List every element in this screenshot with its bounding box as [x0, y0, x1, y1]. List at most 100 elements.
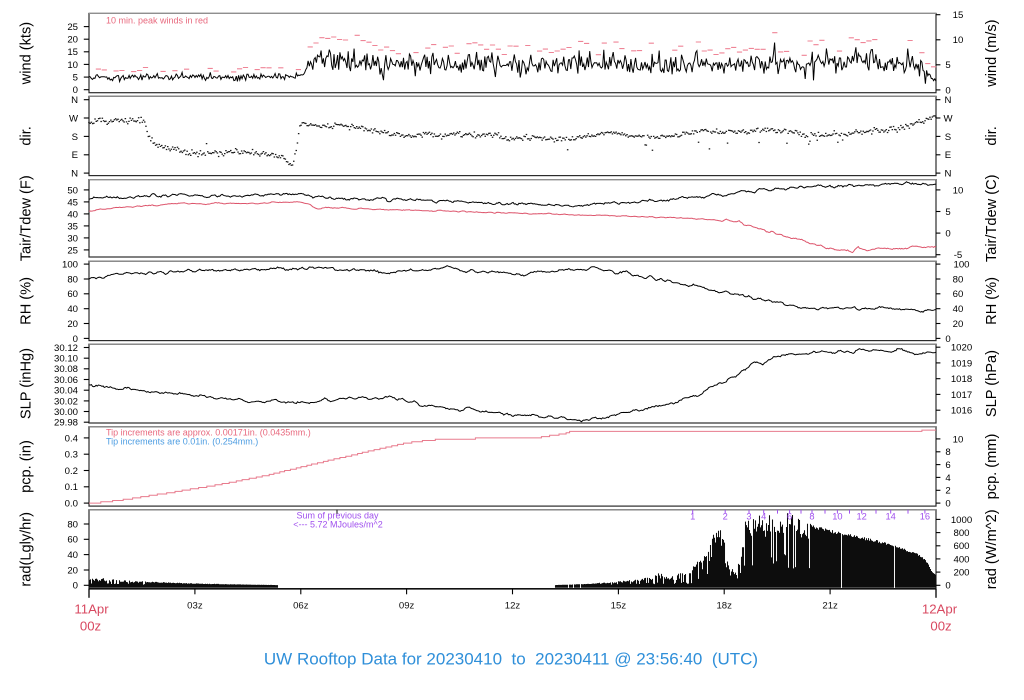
svg-text:80: 80 [67, 274, 78, 285]
svg-text:10: 10 [953, 35, 964, 46]
svg-text:1018: 1018 [951, 374, 972, 385]
svg-text:1: 1 [690, 512, 695, 522]
svg-text:10: 10 [832, 512, 842, 522]
svg-text:29.98: 29.98 [54, 418, 78, 429]
svg-text:16: 16 [920, 512, 930, 522]
svg-text:45: 45 [67, 197, 78, 208]
svg-text:20: 20 [67, 35, 78, 46]
svg-text:5: 5 [945, 60, 950, 71]
svg-text:6: 6 [945, 460, 950, 471]
svg-text:40: 40 [67, 304, 78, 315]
svg-text:09z: 09z [399, 601, 415, 612]
svg-text:30.08: 30.08 [54, 364, 78, 375]
svg-text:S: S [945, 132, 951, 143]
svg-text:0: 0 [945, 581, 950, 592]
svg-text:0: 0 [945, 334, 950, 345]
svg-text:5: 5 [945, 207, 950, 218]
svg-text:0.1: 0.1 [65, 482, 78, 493]
svg-text:30.06: 30.06 [54, 375, 78, 386]
svg-text:00z: 00z [930, 619, 951, 634]
svg-text:S: S [72, 132, 78, 143]
svg-text:Sum of previous day: Sum of previous day [296, 510, 379, 520]
svg-text:30: 30 [67, 233, 78, 244]
svg-text:3: 3 [746, 512, 751, 522]
svg-text:2: 2 [723, 512, 728, 522]
svg-text:03z: 03z [187, 601, 203, 612]
svg-text:60: 60 [953, 289, 964, 300]
svg-text:200: 200 [953, 568, 969, 579]
svg-text:1017: 1017 [951, 390, 972, 401]
svg-text:1000: 1000 [951, 515, 972, 526]
svg-text:80: 80 [67, 519, 78, 530]
svg-text:25: 25 [67, 245, 78, 256]
svg-text:10: 10 [953, 434, 964, 445]
svg-text:1016: 1016 [951, 406, 972, 417]
svg-text:0: 0 [945, 85, 950, 96]
svg-text:40: 40 [67, 550, 78, 561]
svg-text:8: 8 [809, 512, 814, 522]
svg-text:wind (m/s): wind (m/s) [984, 19, 1000, 87]
svg-text:0: 0 [73, 581, 78, 592]
svg-text:<--- 5.72 MJoules/m^2: <--- 5.72 MJoules/m^2 [293, 520, 383, 530]
svg-text:0: 0 [945, 229, 950, 240]
svg-text:6: 6 [787, 512, 792, 522]
svg-text:12z: 12z [505, 601, 521, 612]
svg-text:15: 15 [67, 47, 78, 58]
svg-text:E: E [72, 150, 78, 161]
svg-text:1019: 1019 [951, 358, 972, 369]
svg-text:pcp. (in): pcp. (in) [19, 440, 35, 493]
svg-text:11Apr: 11Apr [74, 602, 109, 617]
svg-text:Tair/Tdew (F): Tair/Tdew (F) [19, 175, 35, 261]
svg-text:30.00: 30.00 [54, 407, 78, 418]
svg-text:dir.: dir. [984, 126, 1000, 145]
svg-text:wind (kts): wind (kts) [19, 22, 35, 85]
svg-text:12Apr: 12Apr [922, 602, 958, 617]
svg-text:12: 12 [857, 512, 867, 522]
svg-text:25: 25 [67, 22, 78, 33]
svg-text:N: N [71, 169, 78, 180]
svg-text:5: 5 [73, 73, 78, 84]
svg-text:30.10: 30.10 [54, 354, 78, 365]
svg-text:N: N [945, 169, 952, 180]
svg-text:400: 400 [953, 554, 969, 565]
svg-text:06z: 06z [293, 601, 309, 612]
svg-text:0: 0 [73, 334, 78, 345]
svg-text:40: 40 [953, 304, 964, 315]
svg-text:20: 20 [67, 565, 78, 576]
svg-text:1020: 1020 [951, 343, 972, 354]
svg-text:30.12: 30.12 [54, 343, 78, 354]
svg-text:0.2: 0.2 [65, 466, 78, 477]
svg-text:4: 4 [945, 473, 951, 484]
svg-text:rad(Lgly/hr): rad(Lgly/hr) [19, 512, 35, 587]
svg-text:600: 600 [953, 541, 969, 552]
svg-text:00z: 00z [80, 619, 101, 634]
svg-text:60: 60 [67, 289, 78, 300]
svg-text:SLP (hPa): SLP (hPa) [984, 350, 1000, 417]
svg-text:30.02: 30.02 [54, 396, 78, 407]
svg-text:Tair/Tdew (C): Tair/Tdew (C) [984, 175, 1000, 263]
svg-text:0.0: 0.0 [65, 499, 78, 510]
svg-text:15: 15 [953, 10, 964, 21]
svg-text:8: 8 [945, 447, 950, 458]
svg-text:RH (%): RH (%) [19, 277, 35, 325]
svg-text:RH (%): RH (%) [984, 277, 1000, 325]
svg-text:0: 0 [73, 85, 78, 96]
svg-text:30.04: 30.04 [54, 386, 79, 397]
svg-text:10: 10 [953, 185, 964, 196]
svg-text:0.3: 0.3 [65, 450, 78, 461]
svg-text:20: 20 [953, 319, 964, 330]
svg-text:800: 800 [953, 528, 969, 539]
svg-text:Tip increments are approx. 0.0: Tip increments are approx. 0.00171in. (0… [106, 427, 311, 437]
svg-text:100: 100 [62, 260, 78, 271]
svg-text:rad (W/m^2): rad (W/m^2) [984, 509, 1000, 589]
svg-text:pcp. (mm): pcp. (mm) [984, 434, 1000, 500]
svg-text:4: 4 [761, 512, 766, 522]
svg-text:15z: 15z [611, 601, 627, 612]
svg-text:80: 80 [953, 274, 964, 285]
svg-text:2: 2 [945, 486, 950, 497]
svg-text:60: 60 [67, 535, 78, 546]
svg-text:0: 0 [945, 499, 950, 510]
svg-text:18z: 18z [716, 601, 732, 612]
svg-text:20: 20 [67, 319, 78, 330]
svg-text:14: 14 [886, 512, 896, 522]
